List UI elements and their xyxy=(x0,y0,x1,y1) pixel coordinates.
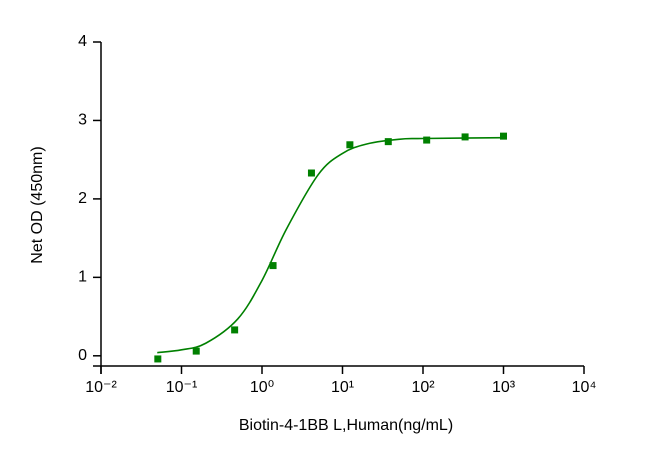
data-point xyxy=(192,347,200,355)
fit-curve xyxy=(157,136,504,354)
y-tick-label: 1 xyxy=(78,269,87,286)
y-axis-label: Net OD (450nm) xyxy=(29,146,46,263)
data-point xyxy=(500,132,507,140)
data-point xyxy=(231,326,239,334)
data-point xyxy=(423,136,431,144)
x-tick-label: 10² xyxy=(411,379,435,396)
y-tick-label: 2 xyxy=(78,190,87,207)
y-tick-label: 0 xyxy=(78,347,87,364)
x-tick-label: 10⁰ xyxy=(250,379,274,396)
x-tick-label: 10⁴ xyxy=(572,379,597,396)
data-point xyxy=(346,141,354,149)
x-tick-label: 10⁻¹ xyxy=(166,379,198,396)
y-tick-label: 4 xyxy=(78,33,87,50)
y-tick-label: 3 xyxy=(78,112,87,129)
data-point xyxy=(384,138,392,146)
x-axis-label: Biotin-4-1BB L,Human(ng/mL) xyxy=(239,417,453,434)
x-tick-label: 10³ xyxy=(492,379,516,396)
data-point xyxy=(269,262,277,270)
x-tick-label: 10⁻² xyxy=(85,379,117,396)
x-tick-label: 10¹ xyxy=(331,379,354,396)
data-point xyxy=(154,355,162,363)
data-point xyxy=(461,133,469,141)
data-point xyxy=(307,169,315,177)
